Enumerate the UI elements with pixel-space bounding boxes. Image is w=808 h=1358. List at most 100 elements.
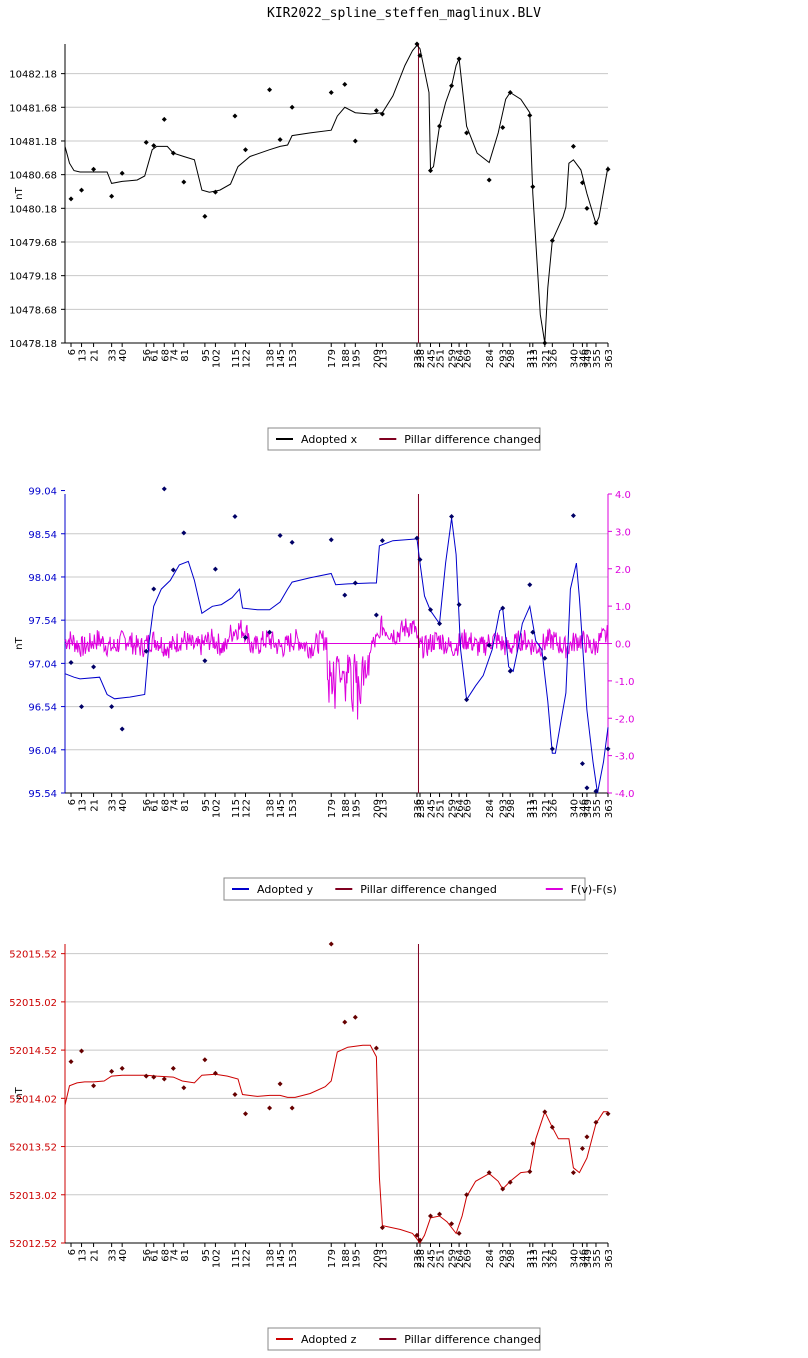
data-point [542, 340, 548, 346]
x-tick-label: 145 [276, 349, 287, 368]
x-tick-label: 264 [455, 349, 466, 368]
data-point [328, 89, 334, 95]
data-point [500, 125, 506, 131]
y-tick-label: 96.54 [28, 703, 57, 714]
y-tick-label: 97.04 [28, 659, 57, 670]
x-tick-label: 346 [578, 799, 589, 818]
x-tick-label: 21 [90, 799, 101, 812]
data-point [68, 1059, 74, 1065]
x-tick-label: 95 [201, 349, 212, 362]
data-point [437, 621, 443, 627]
data-point [289, 104, 295, 110]
x-tick-label: 188 [341, 1249, 352, 1268]
data-point [593, 1119, 599, 1125]
x-tick-label: 236 [413, 1249, 424, 1268]
data-point [143, 1073, 149, 1079]
x-tick-label: 238 [416, 349, 427, 368]
data-point [579, 1145, 585, 1151]
x-tick-label: 213 [378, 1249, 389, 1268]
x-tick-label: 6 [67, 349, 78, 355]
data-point [143, 139, 149, 145]
x-tick-label: 13 [78, 1249, 89, 1262]
x-tick-label: 115 [231, 799, 242, 818]
data-point [464, 697, 470, 703]
data-point [109, 704, 115, 710]
data-point [202, 213, 208, 219]
data-point [414, 41, 420, 47]
x-tick-label: 346 [578, 349, 589, 368]
x-tick-label: 122 [241, 799, 252, 818]
data-point [605, 746, 611, 752]
data-point [486, 642, 492, 648]
data-point [507, 89, 513, 95]
legend-label: Pillar difference changed [404, 433, 541, 446]
x-tick-label: 213 [378, 799, 389, 818]
data-point [605, 1111, 611, 1117]
x-tick-label: 238 [416, 1249, 427, 1268]
data-point [181, 179, 187, 185]
x-tick-label: 259 [448, 1249, 459, 1268]
x-tick-label: 195 [351, 1249, 362, 1268]
x-tick-label: 179 [327, 1249, 338, 1268]
data-point [379, 1225, 385, 1231]
data-point [584, 205, 590, 211]
x-tick-label: 102 [211, 799, 222, 818]
data-point [232, 513, 238, 519]
y-tick-label: 52014.02 [9, 1094, 57, 1105]
x-tick-label: 122 [241, 1249, 252, 1268]
legend: Adopted x Pillar difference changed [267, 427, 541, 451]
data-point [449, 513, 455, 519]
x-tick-label: 6 [67, 799, 78, 805]
x-tick-label: 321 [541, 349, 552, 368]
x-tick-label: 298 [506, 799, 517, 818]
x-tick-label: 311 [526, 1249, 537, 1268]
y2-tick-label: 4.0 [615, 490, 631, 501]
y2-tick-label: -3.0 [615, 752, 635, 763]
y2-tick-label: 1.0 [615, 602, 631, 613]
data-point [414, 535, 420, 541]
data-point [530, 1141, 536, 1147]
y-tick-label: 10480.68 [9, 171, 57, 182]
x-tick-label: 81 [180, 349, 191, 362]
x-tick-label: 363 [604, 799, 615, 818]
x-tick-label: 179 [327, 799, 338, 818]
legend: Adopted y Pillar difference changed F(v)-F… [223, 877, 617, 901]
data-point [379, 538, 385, 544]
data-point [277, 1081, 283, 1087]
legend-label: Pillar difference changed [404, 1333, 541, 1346]
data-point [289, 539, 295, 545]
x-tick-label: 102 [211, 349, 222, 368]
data-point [428, 607, 434, 613]
data-point [109, 193, 115, 199]
x-tick-label: 346 [578, 1249, 589, 1268]
data-point [79, 187, 85, 193]
data-point [437, 123, 443, 129]
x-tick-label: 6 [67, 1249, 78, 1255]
y2-tick-label: -1.0 [615, 677, 635, 688]
data-point [417, 1237, 423, 1243]
data-point [593, 220, 599, 226]
x-tick-label: 74 [169, 349, 180, 362]
x-tick-label: 311 [526, 349, 537, 368]
x-tick-label: 68 [160, 1249, 171, 1262]
x-tick-label: 298 [506, 1249, 517, 1268]
x-tick-label: 340 [569, 799, 580, 818]
data-point [530, 184, 536, 190]
x-tick-label: 264 [455, 1249, 466, 1268]
data-point [277, 532, 283, 538]
y2-tick-label: -2.0 [615, 714, 635, 725]
y2-tick-label: -4.0 [615, 789, 635, 800]
data-point [151, 586, 157, 592]
x-tick-label: 74 [169, 799, 180, 812]
data-point [428, 1213, 434, 1219]
x-tick-label: 195 [351, 349, 362, 368]
x-tick-label: 284 [485, 799, 496, 818]
y-tick-label: 98.04 [28, 573, 57, 584]
y-tick-label: 52014.52 [9, 1046, 57, 1057]
legend-label: Adopted x [301, 433, 358, 446]
x-tick-label: 153 [288, 1249, 299, 1268]
x-tick-label: 213 [378, 349, 389, 368]
y-tick-label: 96.04 [28, 746, 57, 757]
data-point [549, 746, 555, 752]
